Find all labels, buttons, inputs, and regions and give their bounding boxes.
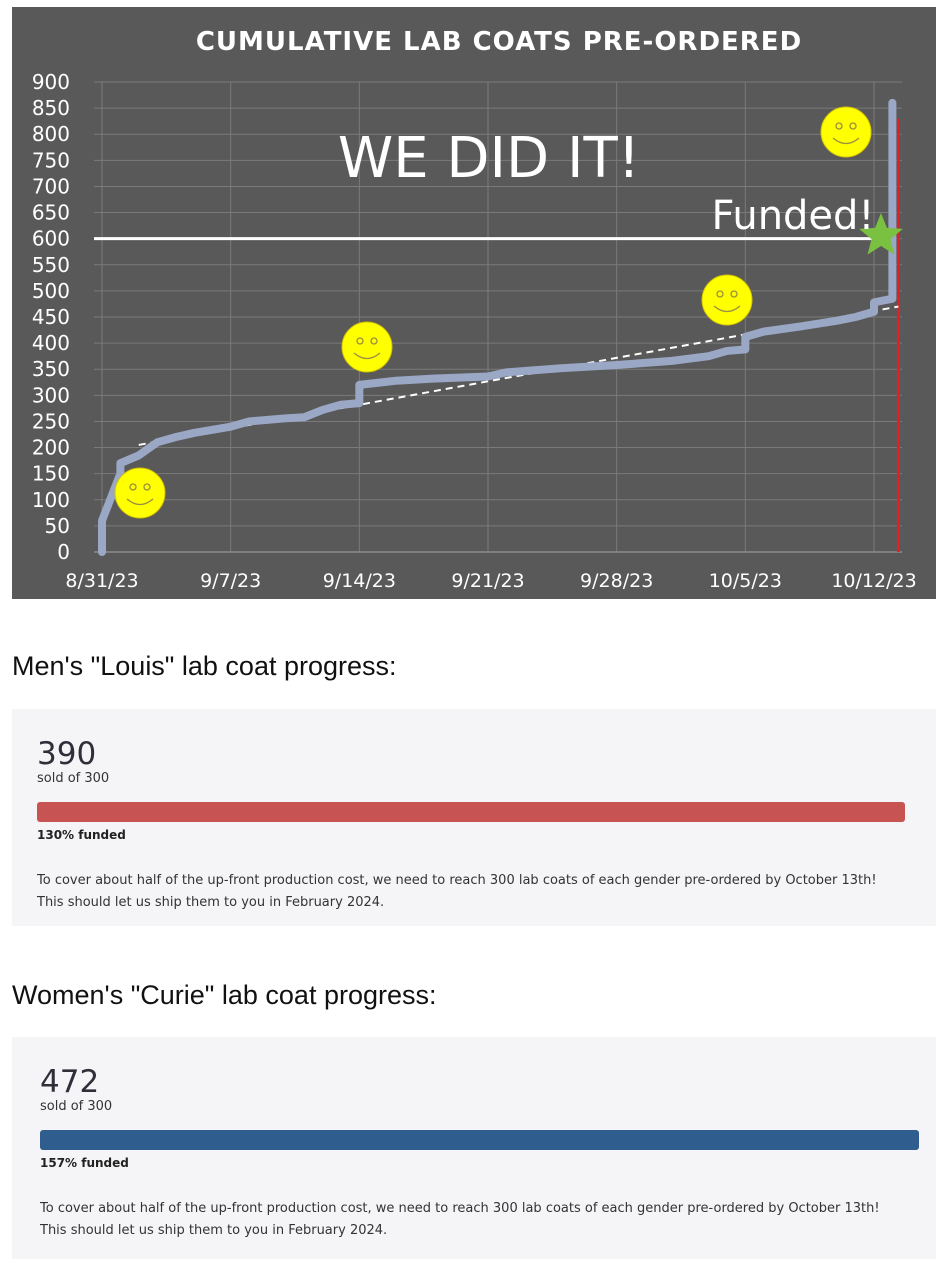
x-tick-label: 9/7/23 [200, 570, 261, 592]
star-icon [859, 213, 903, 255]
y-tick-label: 150 [32, 462, 70, 486]
y-tick-label: 900 [32, 70, 70, 94]
men-sold-label: sold of 300 [37, 771, 110, 786]
smiley-mouth [832, 137, 860, 145]
smiley-icon [701, 274, 753, 326]
smiley-mouth [353, 352, 381, 360]
y-tick-label: 100 [32, 488, 70, 512]
women-sold-label: sold of 300 [40, 1099, 113, 1114]
smiley-icon [820, 106, 872, 158]
preorder-chart: CUMULATIVE LAB COATS PRE-ORDERED 0 50 100 1… [12, 7, 936, 599]
women-description: To cover about half of the up-front prod… [40, 1201, 880, 1238]
y-tick-label: 650 [32, 201, 70, 225]
y-tick-label: 250 [32, 409, 70, 433]
y-tick-label: 500 [32, 279, 70, 303]
women-section-title: Women's "Curie" lab coat progress: [12, 980, 437, 1010]
x-tick-label: 8/31/23 [65, 570, 138, 592]
smiley-mouth [713, 305, 741, 313]
y-tick-label: 550 [32, 253, 70, 277]
smiley-eye [143, 483, 151, 491]
y-tick-label: 700 [32, 174, 70, 198]
y-tick-label: 0 [57, 540, 70, 564]
x-tick-label: 10/12/23 [831, 570, 916, 592]
y-tick-label: 400 [32, 331, 70, 355]
smiley-eye [730, 290, 738, 298]
y-tick-label: 600 [32, 227, 70, 251]
smiley-face [701, 274, 753, 326]
women-sold-count: 472 [40, 1064, 100, 1100]
men-funded-label: 130% funded [37, 828, 126, 842]
men-progress-card: 390 sold of 300 130% funded To cover abo… [12, 709, 936, 926]
y-tick-label: 300 [32, 383, 70, 407]
smiley-eye [849, 122, 857, 130]
y-tick-label: 750 [32, 148, 70, 172]
y-tick-label: 450 [32, 305, 70, 329]
men-section-title: Men's "Louis" lab coat progress: [12, 651, 397, 681]
y-tick-label: 800 [32, 122, 70, 146]
smiley-eye [716, 290, 724, 298]
y-tick-label: 200 [32, 436, 70, 460]
smiley-face [114, 467, 166, 519]
funded-annotation: Funded! [712, 193, 875, 239]
chart-title: CUMULATIVE LAB COATS PRE-ORDERED [196, 27, 802, 57]
women-progress-card: 472 sold of 300 157% funded To cover abo… [12, 1037, 936, 1259]
x-tick-label: 9/14/23 [323, 570, 396, 592]
smiley-icon [341, 321, 393, 373]
trend-line [138, 305, 899, 446]
smiley-eye [835, 122, 843, 130]
smiley-eye [356, 337, 364, 345]
x-tick-label: 9/28/23 [580, 570, 653, 592]
y-tick-label: 350 [32, 357, 70, 381]
women-funded-label: 157% funded [40, 1156, 129, 1170]
chart-svg: CUMULATIVE LAB COATS PRE-ORDERED 0501001… [32, 27, 917, 592]
smiley-face [820, 106, 872, 158]
x-tick-label: 9/21/23 [451, 570, 524, 592]
men-sold-count: 390 [37, 736, 97, 772]
smiley-icon [114, 467, 166, 519]
cumulative-series-line [98, 98, 897, 556]
smiley-face [341, 321, 393, 373]
headline-annotation: WE DID IT! [338, 126, 640, 191]
men-description: To cover about half of the up-front prod… [37, 873, 877, 910]
y-tick-label: 50 [45, 514, 70, 538]
smiley-mouth [126, 498, 154, 506]
smiley-eye [129, 483, 137, 491]
women-progress-bar [40, 1130, 919, 1150]
smiley-eye [370, 337, 378, 345]
x-tick-label: 10/5/23 [709, 570, 782, 592]
y-tick-label: 850 [32, 96, 70, 120]
men-progress-bar [37, 802, 905, 822]
